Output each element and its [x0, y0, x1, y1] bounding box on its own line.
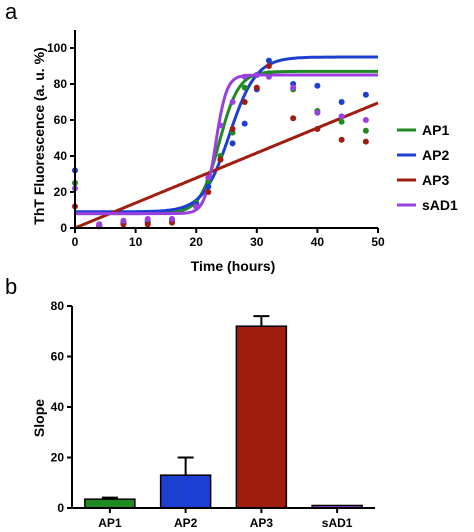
data-point-ap3	[362, 138, 369, 145]
fit-curve-sad1	[75, 73, 378, 216]
panel-b-ticks: 0 20 40 60 80	[51, 299, 72, 515]
x-tick-label: 40	[311, 235, 325, 249]
y-tick-label: 20	[54, 185, 68, 199]
data-point-ap3	[144, 221, 151, 228]
data-point-sad1	[217, 122, 224, 129]
data-point-ap3	[265, 63, 272, 69]
panel-a-letter: a	[5, 0, 18, 24]
data-point-sad1	[205, 174, 212, 181]
panel-a-chart: 0 10 20 30 40 50 0 20 40 60 80 100 Time (hours) ThT…	[31, 30, 458, 274]
fit-curve-ap3	[74, 101, 379, 230]
data-point-ap3	[217, 156, 224, 163]
fit-curve-ap2	[75, 55, 378, 214]
panel-b-chart: 0 20 40 60 80 AP1 AP2 AP3 sAD1 Slope	[31, 299, 375, 530]
data-point-ap3	[229, 126, 236, 132]
panel-a-y-axis-label: ThT Fluorescence (a. u. %)	[31, 47, 47, 224]
x-tick-label-sad1: sAD1	[322, 516, 353, 530]
data-point-ap2	[362, 91, 369, 98]
data-point-ap3	[338, 136, 345, 143]
data-point-ap3	[290, 115, 297, 122]
x-tick-label: 30	[250, 235, 264, 249]
data-point-sad1	[144, 216, 151, 222]
legend-label-sad1: sAD1	[422, 197, 458, 213]
x-tick-label: 10	[129, 235, 143, 249]
x-tick-label: 20	[190, 235, 204, 249]
y-tick-label: 80	[51, 299, 65, 313]
panel-a-x-axis-label: Time (hours)	[191, 258, 276, 274]
x-tick-label-ap3: AP3	[250, 516, 274, 530]
legend-label-ap2: AP2	[422, 147, 449, 163]
x-tick-label: 50	[371, 235, 385, 249]
data-point-ap1	[362, 127, 369, 134]
panel-a-legend: AP1 AP2 AP3 sAD1	[397, 122, 458, 213]
data-point-sad1	[265, 73, 272, 80]
data-point-sad1	[314, 109, 321, 116]
y-tick-label: 0	[60, 221, 67, 235]
data-point-sad1	[120, 217, 127, 224]
data-point-sad1	[193, 203, 200, 210]
y-tick-label: 40	[51, 400, 65, 414]
y-tick-label: 100	[47, 41, 67, 55]
y-tick-label: 60	[51, 350, 65, 364]
y-tick-label: 80	[54, 77, 68, 91]
panel-a-fit-curves	[74, 55, 379, 230]
y-tick-label: 60	[54, 113, 68, 127]
data-point-sad1	[338, 113, 345, 120]
data-point-ap3	[205, 189, 212, 195]
data-point-sad1	[362, 117, 369, 123]
x-tick-label-ap1: AP1	[98, 516, 122, 530]
panel-b-letter: b	[5, 274, 17, 299]
panel-a-data-points	[72, 57, 369, 230]
data-point-sad1	[253, 72, 260, 78]
data-point-ap2	[229, 140, 236, 147]
panel-b-bars: AP1 AP2 AP3 sAD1	[84, 315, 363, 530]
bar-ap2	[159, 474, 212, 509]
legend-label-ap1: AP1	[422, 122, 449, 138]
data-point-ap2	[338, 99, 345, 105]
y-tick-label: 40	[54, 149, 68, 163]
data-point-sad1	[168, 216, 175, 222]
data-point-ap1	[241, 84, 248, 91]
data-point-sad1	[290, 84, 297, 91]
x-tick-label: 0	[72, 235, 79, 249]
data-point-ap2	[205, 183, 212, 190]
legend-label-ap3: AP3	[422, 172, 449, 188]
y-tick-label: 20	[51, 451, 65, 465]
bar-ap1	[84, 498, 136, 509]
bar-ap3	[235, 325, 288, 509]
data-point-sad1	[229, 99, 236, 105]
y-tick-label: 0	[57, 501, 64, 515]
data-point-ap3	[241, 99, 248, 105]
panel-a-ticks: 0 10 20 30 40 50 0 20 40 60 80 100	[47, 41, 385, 249]
data-point-ap2	[314, 82, 321, 89]
data-point-ap1	[338, 118, 345, 125]
data-point-ap2	[241, 120, 248, 127]
data-point-sad1	[241, 73, 248, 80]
data-point-ap2	[265, 57, 272, 64]
panel-b-y-axis-label: Slope	[31, 399, 47, 437]
data-point-sad1	[96, 221, 103, 228]
x-tick-label-ap2: AP2	[174, 516, 198, 530]
data-point-ap3	[314, 126, 321, 132]
data-point-ap3	[253, 84, 260, 91]
